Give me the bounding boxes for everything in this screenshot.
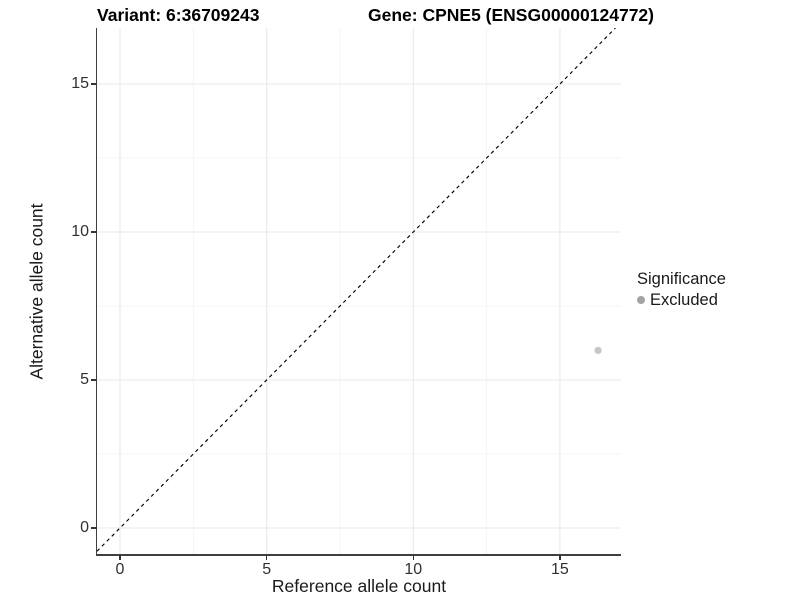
y-tick-mark xyxy=(91,83,96,85)
y-tick-label: 0 xyxy=(80,519,89,536)
y-axis-title: Alternative allele count xyxy=(26,203,47,380)
x-axis-line xyxy=(95,554,621,556)
y-tick-mark xyxy=(91,527,96,529)
y-tick-label: 15 xyxy=(71,75,89,92)
x-tick-mark xyxy=(412,555,415,560)
x-tick-mark xyxy=(559,555,561,560)
x-tick-label: 5 xyxy=(262,561,272,578)
x-tick-label: 15 xyxy=(551,561,569,578)
legend-title: Significance xyxy=(637,270,726,288)
x-tick-mark xyxy=(119,555,121,560)
plot-panel xyxy=(97,28,621,554)
x-tick-label: 10 xyxy=(404,561,423,578)
legend-point-icon xyxy=(637,296,645,304)
legend-item-label: Excluded xyxy=(650,291,718,309)
data-point xyxy=(594,346,602,354)
legend-item-excluded: Excluded xyxy=(637,290,726,310)
x-tick-mark xyxy=(265,555,268,560)
x-tick-label: 0 xyxy=(115,561,125,578)
scatter-svg xyxy=(97,28,621,554)
y-tick-mark xyxy=(91,231,96,233)
y-tick-label: 10 xyxy=(71,223,89,240)
plot-title-gene: Gene: CPNE5 (ENSG00000124772) xyxy=(368,5,654,25)
y-tick-label: 5 xyxy=(80,371,89,388)
plot-title-variant: Variant: 6:36709243 xyxy=(97,5,260,25)
identity-dashed-line xyxy=(97,28,616,552)
x-axis-title: Reference allele count xyxy=(271,576,447,596)
y-tick-mark xyxy=(91,379,96,381)
y-axis-line xyxy=(95,28,98,556)
legend: Significance Excluded xyxy=(637,269,726,310)
